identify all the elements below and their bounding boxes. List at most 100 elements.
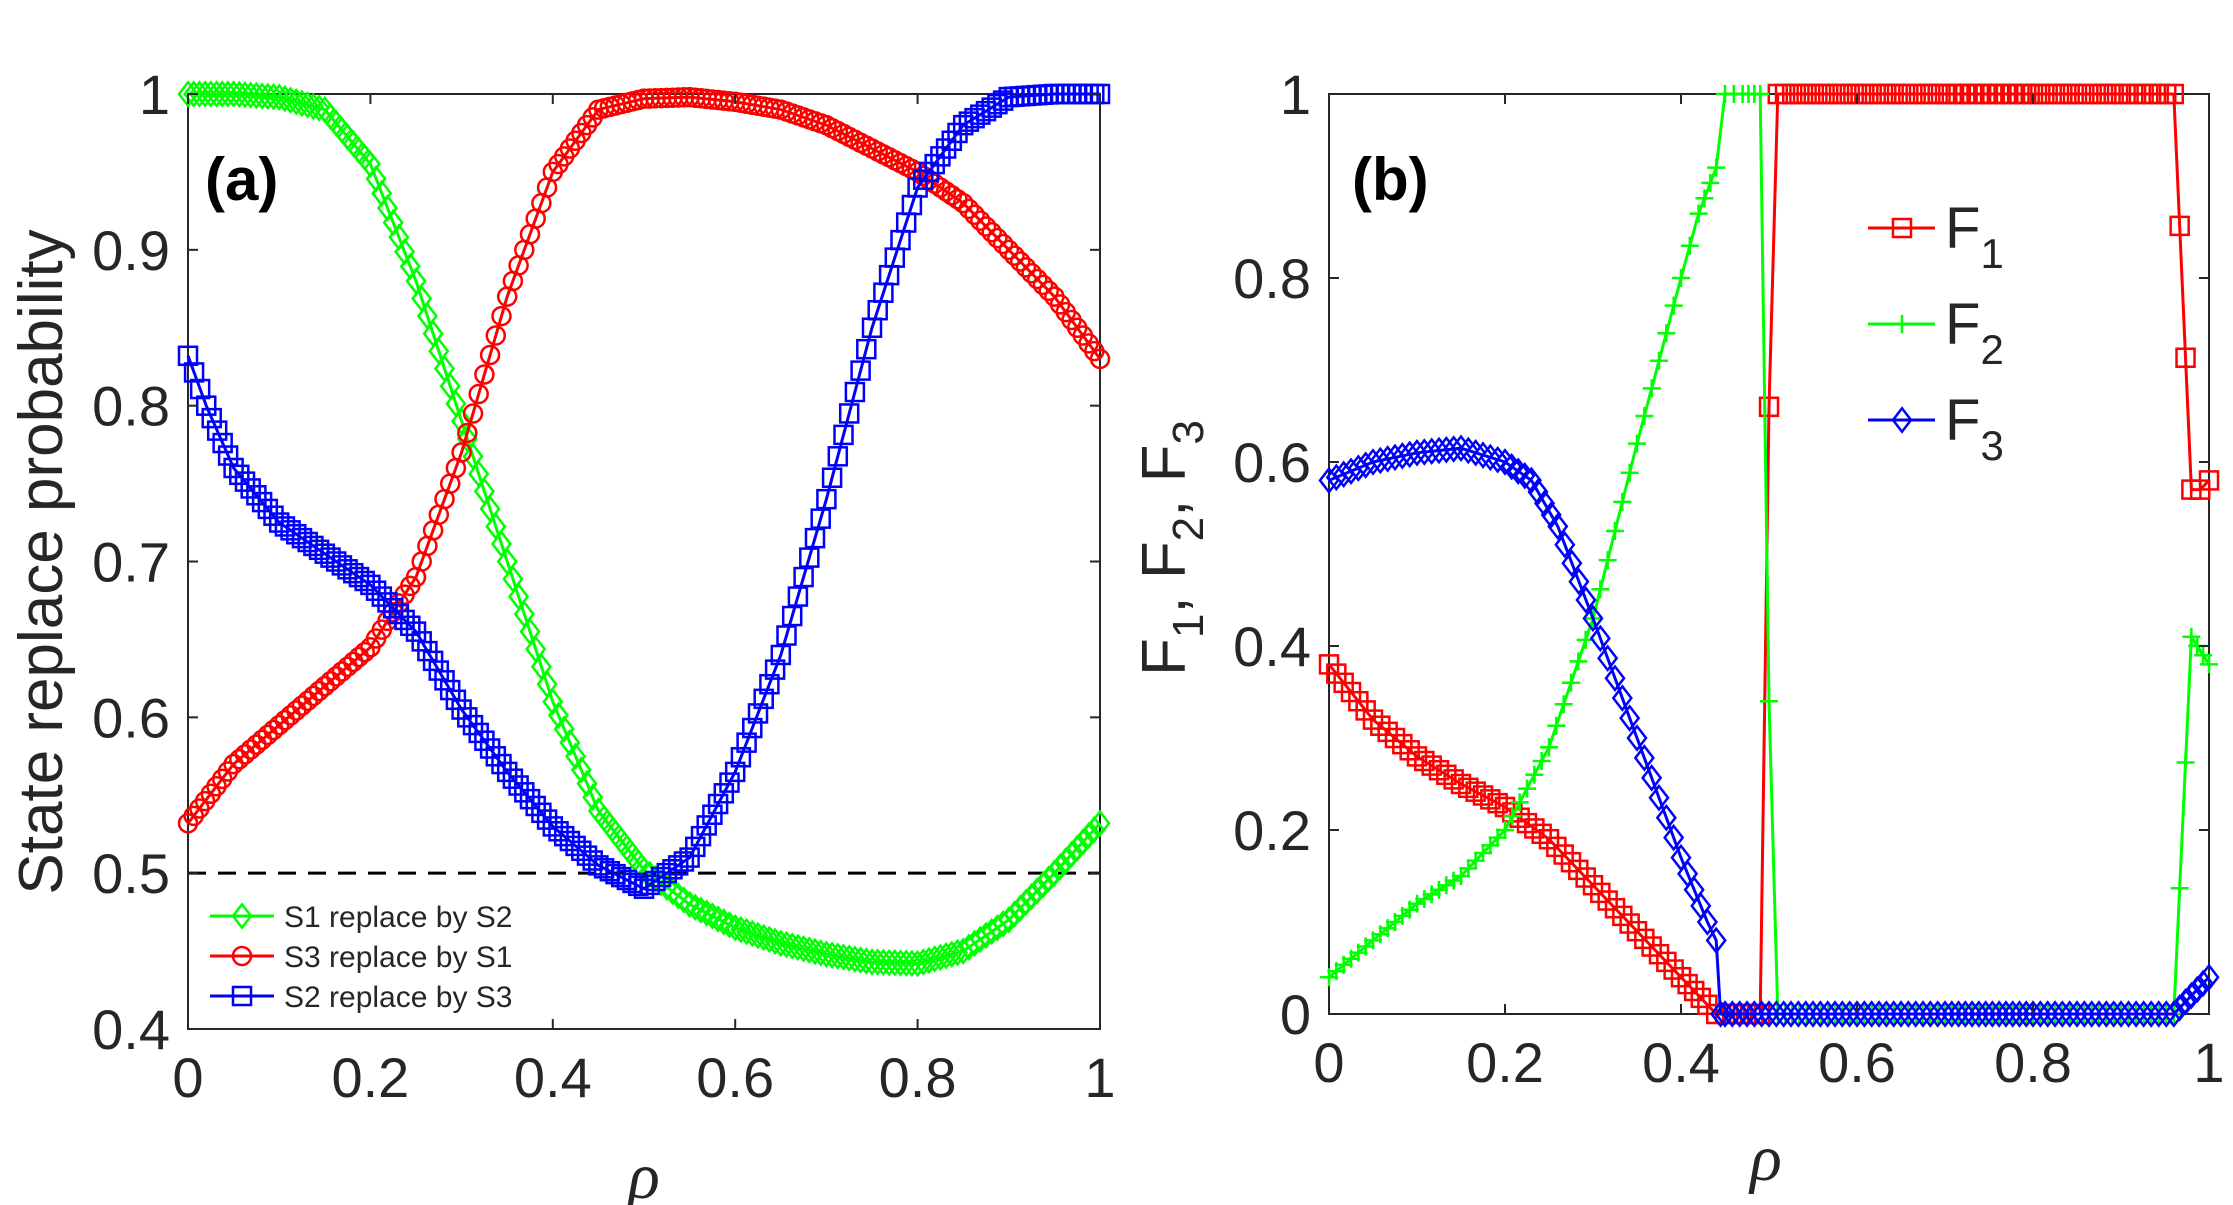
series-1-marker bbox=[1760, 692, 1778, 711]
series-0-marker bbox=[1634, 928, 1655, 950]
series-1-marker bbox=[1695, 189, 1714, 208]
series-0-marker bbox=[1078, 822, 1100, 850]
series-0-marker bbox=[696, 899, 718, 927]
series-1-marker bbox=[958, 198, 980, 220]
series-2-marker bbox=[1443, 435, 1465, 463]
series-0-marker bbox=[1683, 980, 1705, 1002]
series-0-marker bbox=[1015, 888, 1037, 917]
series-2-marker bbox=[1641, 764, 1663, 792]
series-2-marker bbox=[690, 825, 712, 847]
series-0-marker bbox=[1531, 823, 1552, 845]
series-2-marker bbox=[2169, 994, 2191, 1022]
series-1-marker bbox=[1496, 821, 1514, 839]
series-1-marker bbox=[1751, 85, 1770, 103]
series-2-marker bbox=[1604, 664, 1626, 692]
series-2-marker bbox=[1626, 724, 1648, 752]
series-0-marker bbox=[1021, 882, 1043, 911]
series-0-marker bbox=[565, 742, 587, 771]
series-2-marker bbox=[531, 802, 552, 824]
series-2-marker bbox=[1802, 1000, 1824, 1028]
series-2 bbox=[177, 83, 1111, 899]
legend-label: F1 bbox=[1945, 196, 2004, 277]
series-2-marker bbox=[2198, 963, 2220, 991]
series-0-marker bbox=[1546, 836, 1567, 858]
series-1-marker bbox=[1032, 274, 1054, 296]
y-tick-label: 0.8 bbox=[1233, 247, 1311, 310]
series-1-marker bbox=[1532, 752, 1551, 770]
series-1-marker bbox=[2170, 879, 2189, 898]
series-0-marker bbox=[679, 890, 701, 919]
series-0-marker bbox=[1648, 943, 1670, 965]
series-1-marker bbox=[1021, 262, 1042, 284]
series-2-marker bbox=[759, 673, 780, 695]
series-0-marker bbox=[285, 88, 307, 116]
series-2-marker bbox=[975, 100, 997, 122]
series-2-marker bbox=[1795, 1000, 1817, 1028]
series-2-marker bbox=[1883, 1000, 1905, 1028]
series-0-marker bbox=[918, 946, 940, 975]
series-2-marker bbox=[201, 407, 222, 429]
series-1-marker bbox=[2200, 655, 2218, 674]
y-tick-label: 0.8 bbox=[92, 375, 170, 438]
series-0-marker bbox=[998, 906, 1020, 934]
series-2-marker bbox=[1868, 1000, 1890, 1028]
series-1-marker bbox=[1459, 859, 1478, 878]
series-0-marker bbox=[1055, 846, 1077, 875]
series-1-marker bbox=[1642, 379, 1661, 398]
series-2-marker bbox=[1897, 1000, 1919, 1028]
series-1-marker bbox=[485, 325, 507, 346]
series-0-marker bbox=[1597, 890, 1618, 911]
series-2-marker bbox=[360, 574, 381, 596]
series-1-marker bbox=[468, 383, 489, 405]
series-2-marker bbox=[1479, 443, 1501, 472]
series-2-marker bbox=[2073, 1000, 2095, 1028]
series-2-marker bbox=[970, 104, 991, 125]
y-tick-label: 0.6 bbox=[92, 686, 170, 749]
series-0-marker bbox=[753, 923, 775, 952]
legend-label-sub: 1 bbox=[1980, 230, 2003, 277]
series-0-marker bbox=[946, 938, 969, 967]
series-0-marker bbox=[701, 902, 723, 930]
series-2-marker bbox=[810, 508, 831, 529]
series-2-marker bbox=[844, 381, 866, 403]
series-1-marker bbox=[1657, 324, 1676, 343]
series-0-marker bbox=[1026, 876, 1048, 905]
series-2-marker bbox=[753, 688, 774, 710]
series-0-marker bbox=[924, 945, 946, 973]
series-2-marker bbox=[502, 768, 524, 789]
series-2-marker bbox=[217, 445, 239, 466]
series-0-marker bbox=[1038, 865, 1060, 893]
series-2-marker bbox=[1912, 1000, 1934, 1028]
series-2-marker bbox=[952, 114, 974, 136]
series-0-marker bbox=[758, 925, 780, 954]
panel-b-label: (b) bbox=[1352, 146, 1429, 213]
panel-b: 0 0.2 0.4 0.6 0.8 1 0 0.2 0.4 0.6 0.8 1 (b) ρ F1, F… bbox=[1130, 63, 2225, 1195]
series-2-marker bbox=[679, 847, 700, 868]
series-2-marker bbox=[2066, 1000, 2088, 1028]
series-2-marker bbox=[1507, 457, 1529, 485]
series-1-marker bbox=[1664, 296, 1683, 315]
series-2-marker bbox=[1527, 478, 1549, 506]
x-tick-label: 0.4 bbox=[514, 1046, 592, 1109]
series-2-marker bbox=[257, 498, 279, 520]
series-0-marker bbox=[2175, 347, 2196, 368]
series-2-marker bbox=[519, 788, 541, 810]
series-2-marker bbox=[1487, 445, 1509, 474]
series-0-marker bbox=[633, 856, 655, 884]
series-2-marker bbox=[251, 491, 273, 513]
series-2-marker bbox=[1494, 448, 1516, 476]
series-1-marker bbox=[1452, 867, 1470, 885]
series-0-marker bbox=[1582, 874, 1604, 896]
series-1-marker bbox=[1554, 695, 1573, 714]
series-1-marker bbox=[1430, 880, 1448, 899]
series-1-marker bbox=[1620, 463, 1639, 482]
series-0-marker bbox=[1480, 789, 1501, 810]
legend-marker bbox=[1891, 406, 1913, 434]
series-0-marker bbox=[559, 728, 581, 757]
series-0-marker bbox=[736, 917, 758, 946]
series-0-marker bbox=[274, 84, 296, 113]
series-0-marker bbox=[1384, 727, 1406, 749]
series-2-marker bbox=[856, 338, 877, 360]
